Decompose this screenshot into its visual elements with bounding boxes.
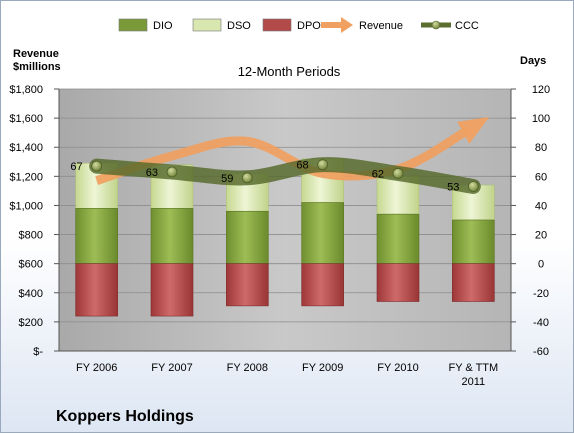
legend-arrowhead	[341, 17, 353, 33]
ccc-point	[241, 172, 253, 184]
bar-dpo	[452, 263, 495, 302]
left-tick-label: $400	[19, 288, 43, 300]
legend-swatch	[262, 18, 292, 32]
left-tick-label: $-	[33, 346, 43, 358]
left-axis-label-line-2: $millions	[13, 61, 61, 73]
ccc-data-label: 62	[372, 168, 384, 180]
bar-dio	[226, 210, 269, 264]
ccc-point	[392, 168, 404, 179]
left-tick-label: $600	[19, 259, 43, 271]
legend-label: DIO	[153, 20, 173, 32]
bar-dpo	[301, 263, 344, 307]
ccc-point	[467, 181, 479, 192]
left-tick-label: $1,800	[9, 84, 43, 96]
category-label: FY 2006	[76, 362, 117, 374]
left-tick-label: $1,400	[9, 142, 43, 154]
bar-dpo	[150, 263, 194, 317]
bar-dio	[150, 208, 194, 264]
right-tick-label: -40	[533, 317, 549, 329]
category-label: FY 2008	[227, 362, 268, 374]
right-tick-label: -20	[533, 288, 549, 300]
legend: DIO DSO DPO Revenue CCC	[118, 17, 479, 33]
category-label: FY 2007	[151, 362, 192, 374]
left-tick-label: $200	[19, 317, 43, 329]
legend-label: DPO	[297, 20, 321, 32]
category-label: FY 2009	[302, 362, 343, 374]
bar-dio	[376, 213, 420, 264]
ccc-data-label: 68	[296, 160, 308, 172]
legend-marker	[431, 20, 441, 30]
bar-dpo	[376, 263, 420, 302]
company-name: Koppers Holdings	[56, 408, 194, 425]
ccc-point	[91, 160, 103, 172]
bar-dio	[452, 219, 495, 264]
legend-label: Revenue	[359, 20, 403, 32]
right-tick-label: 100	[532, 113, 550, 125]
ccc-point	[317, 159, 329, 171]
right-tick-label: 80	[535, 142, 547, 154]
legend-label: CCC	[455, 20, 479, 32]
right-tick-label: 20	[535, 230, 547, 242]
bar-dpo	[75, 263, 118, 317]
plot-area	[59, 89, 511, 351]
legend-item-ccc: CCC	[421, 20, 479, 32]
right-axis-label: Days	[520, 55, 546, 67]
legend-label: DSO	[227, 20, 251, 32]
bar-dpo	[226, 263, 269, 307]
left-tick-label: $1,000	[9, 200, 43, 212]
ccc-data-label: 53	[447, 182, 459, 194]
category-label: FY 2010	[377, 362, 418, 374]
legend-item-dso: DSO	[192, 18, 251, 32]
legend-item-dio: DIO	[118, 18, 173, 32]
legend-swatch	[118, 18, 148, 32]
legend-item-revenue: Revenue	[321, 17, 403, 33]
right-tick-label: -60	[533, 346, 549, 358]
right-tick-label: 0	[538, 259, 544, 271]
chart-title: 12-Month Periods	[238, 64, 341, 79]
left-axis-label-line-1: Revenue	[13, 48, 59, 60]
ccc-data-label: 63	[146, 167, 158, 179]
category-label: 2011	[462, 376, 486, 388]
left-tick-label: $1,600	[9, 113, 43, 125]
legend-swatch	[192, 18, 222, 32]
bar-dio	[301, 202, 344, 264]
ccc-data-label: 67	[70, 161, 82, 173]
data-labels: 67 63 59 68 62 53	[70, 160, 459, 194]
category-label: FY & TTM	[448, 362, 498, 374]
ccc-line	[89, 157, 481, 195]
ccc-point	[166, 166, 178, 178]
left-tick-label: $800	[19, 230, 43, 242]
right-tick-label: 60	[535, 171, 547, 183]
revenue-arrowhead	[457, 116, 490, 144]
legend-item-dpo: DPO	[262, 18, 321, 32]
left-tick-label: $1,200	[9, 171, 43, 183]
right-tick-label: 40	[535, 200, 547, 212]
axes: $- $200 $400 $600 $800 $1,000 $1,200 $1,400 $1,6…	[9, 84, 550, 388]
line-series	[89, 116, 490, 195]
ccc-data-label: 59	[221, 173, 233, 185]
bar-dio	[75, 208, 118, 264]
right-tick-label: 120	[532, 84, 550, 96]
